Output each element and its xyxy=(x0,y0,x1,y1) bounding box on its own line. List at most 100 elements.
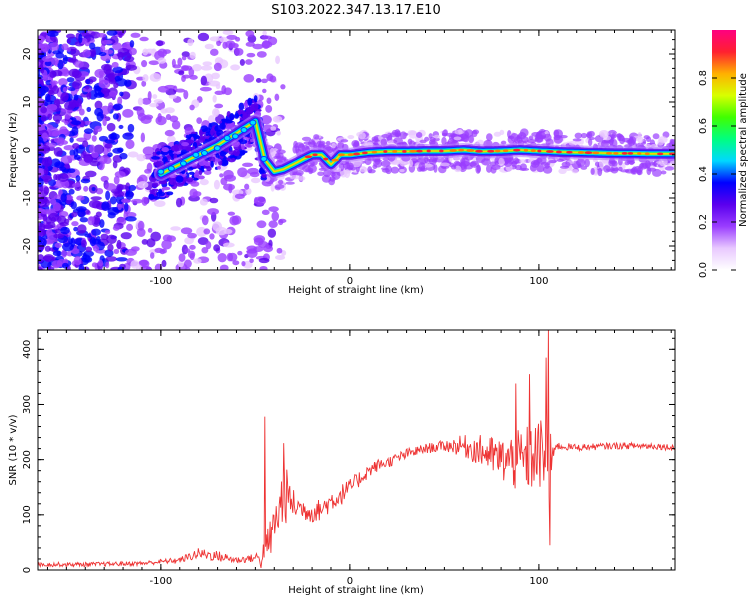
spectrogram-noise-blob xyxy=(184,266,191,270)
spectrogram-x-axis-label: Height of straight line (km) xyxy=(288,285,424,296)
spectrogram-noise-blob xyxy=(234,193,245,200)
spectrogram-noise-blob xyxy=(197,32,210,42)
spectrogram-noise-blob xyxy=(92,245,100,252)
spectrogram-cyan-blob xyxy=(192,151,200,158)
spectrogram-noise-blob xyxy=(226,252,234,262)
spectrogram-noise-blob xyxy=(57,172,69,182)
spectrogram-noise-blob xyxy=(207,208,219,216)
spectrogram-noise-blob xyxy=(108,90,117,97)
spectrogram-noise-blob xyxy=(256,51,267,58)
spectrogram-noise-blob xyxy=(125,64,138,71)
spectrogram-hot-spot xyxy=(494,149,501,153)
spectrogram-hot-spot xyxy=(353,152,361,156)
spectrogram-noise-blob xyxy=(232,260,240,266)
spectrogram-noise-blob xyxy=(182,74,191,79)
spectrogram-noise-blob xyxy=(209,197,219,204)
spectrogram-noise-blob xyxy=(70,48,80,57)
spectrogram-noise-blob xyxy=(101,201,110,211)
spectrogram-halo-blob xyxy=(433,164,438,173)
spectrogram-halo-blob xyxy=(325,140,331,146)
spectrogram-noise-blob xyxy=(96,32,107,38)
spectrogram-halo-blob xyxy=(396,159,401,165)
spectrogram-noise-blob xyxy=(75,175,81,182)
spectrogram-cloud-blob xyxy=(229,113,235,121)
spectrogram-noise-blob xyxy=(66,38,71,44)
spectrogram-noise-blob xyxy=(271,211,280,222)
spectrogram-noise-blob xyxy=(141,80,147,87)
spectrogram-halo-blob xyxy=(519,167,530,171)
spectrogram-noise-blob xyxy=(175,197,183,208)
spectrogram-noise-blob xyxy=(95,187,104,195)
spectrogram-cloud-blob xyxy=(241,143,245,151)
spectrogram-noise-blob xyxy=(44,245,51,252)
spectrogram-halo-blob xyxy=(399,131,407,140)
spectrogram-noise-blob xyxy=(199,198,208,206)
spectrogram-y-tick-label: 0 xyxy=(22,147,33,153)
spectrogram-noise-blob xyxy=(79,217,89,223)
spectrogram-noise-blob xyxy=(127,151,139,158)
spectrogram-hot-spot xyxy=(331,158,339,162)
spectrogram-cloud-blob xyxy=(208,156,216,163)
spectrogram-noise-blob xyxy=(112,66,124,74)
spectrogram-noise-blob xyxy=(123,79,132,87)
spectrogram-cloud-blob xyxy=(253,95,258,103)
spectrogram-halo-blob xyxy=(572,138,582,142)
spectrogram-halo-blob xyxy=(652,133,660,140)
spectrogram-noise-blob xyxy=(223,228,233,235)
spectrogram-noise-blob xyxy=(139,36,149,42)
spectrogram-noise-blob xyxy=(255,77,262,83)
spectrogram-halo-blob xyxy=(601,139,610,144)
spectrogram-halo-blob xyxy=(598,159,605,169)
snr-y-tick-label: 100 xyxy=(22,505,33,524)
spectrogram-noise-blob xyxy=(42,55,54,63)
spectrogram-halo-blob xyxy=(380,138,388,147)
spectrogram-noise-blob xyxy=(113,82,119,89)
spectrogram-noise-blob xyxy=(119,152,128,160)
spectrogram-noise-blob xyxy=(46,104,58,111)
spectrogram-noise-blob xyxy=(104,229,111,235)
spectrogram-halo-blob xyxy=(508,135,515,140)
spectrogram-cloud-blob xyxy=(151,155,160,160)
spectrogram-cloud-blob xyxy=(152,188,159,192)
spectrogram-halo-blob xyxy=(344,169,351,179)
spectrogram-noise-blob xyxy=(65,194,74,201)
spectrogram-cloud-blob xyxy=(210,127,215,136)
spectrogram-cloud-blob xyxy=(233,148,240,157)
spectrogram-cloud-blob xyxy=(175,175,184,183)
spectrogram-noise-blob xyxy=(161,239,172,250)
spectrogram-noise-blob xyxy=(43,224,54,230)
spectrogram-noise-blob xyxy=(268,220,278,229)
spectrogram-hot-spot xyxy=(416,149,423,153)
spectrogram-noise-blob xyxy=(119,91,124,97)
spectrogram-noise-blob xyxy=(41,157,53,167)
spectrogram-noise-blob xyxy=(107,243,114,252)
spectrogram-halo-blob xyxy=(530,160,540,168)
spectrogram-halo-blob xyxy=(645,136,652,143)
spectrogram-noise-blob xyxy=(231,215,242,225)
spectrogram-cloud-blob xyxy=(246,107,254,115)
snr-y-tick-label: 0 xyxy=(22,567,33,573)
spectrogram-cloud-blob xyxy=(169,177,177,186)
colorbar-label: Normalized spectral amplitude xyxy=(738,73,749,227)
spectrogram-cloud-blob xyxy=(199,129,203,137)
spectrogram-noise-blob xyxy=(41,210,51,215)
spectrogram-noise-blob xyxy=(46,30,59,37)
spectrogram-noise-blob xyxy=(78,108,85,116)
spectrogram-noise-blob xyxy=(210,48,219,57)
spectrogram-noise-blob xyxy=(117,203,122,211)
spectrogram-noise-blob xyxy=(235,36,241,42)
spectrogram-cloud-blob xyxy=(215,153,220,158)
spectrogram-halo-blob xyxy=(441,136,447,146)
spectrogram-noise-blob xyxy=(162,49,171,54)
spectrogram-hot-spot xyxy=(426,149,431,153)
spectrogram-halo-blob xyxy=(520,136,529,144)
spectrogram-noise-blob xyxy=(177,57,183,66)
spectrogram-halo-blob xyxy=(441,130,448,137)
spectrogram-noise-blob xyxy=(175,88,186,93)
spectrogram-cloud-blob xyxy=(238,150,248,154)
spectrogram-noise-blob xyxy=(124,202,129,212)
spectrogram-halo-blob xyxy=(408,130,418,139)
spectrogram-halo-blob xyxy=(371,136,379,142)
spectrogram-noise-blob xyxy=(62,69,70,77)
spectrogram-noise-blob xyxy=(72,182,81,188)
